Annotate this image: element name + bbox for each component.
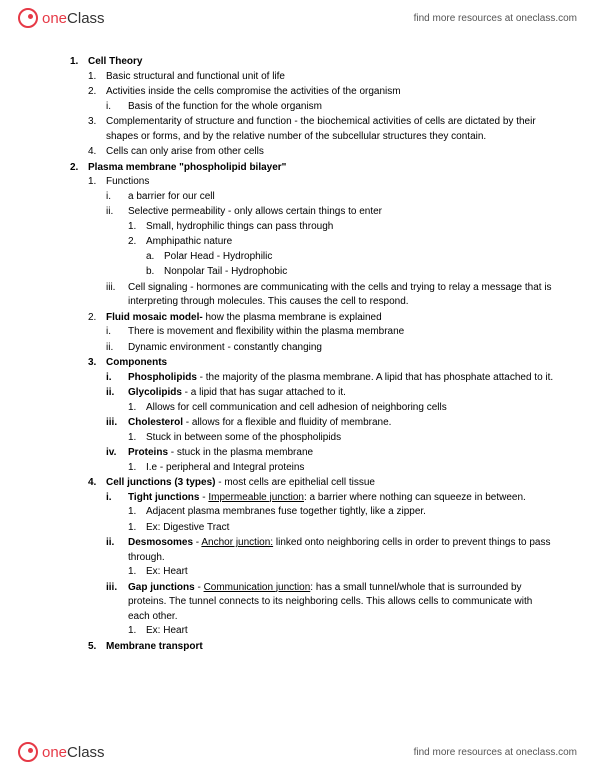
logo-text: oneClass <box>42 10 105 27</box>
logo-text: oneClass <box>42 744 105 761</box>
text: Complementarity of structure and functio… <box>106 116 536 142</box>
section-2-title: Plasma membrane "phospholipid bilayer" <box>88 162 286 173</box>
item: 3.Complementarity of structure and funct… <box>88 115 555 144</box>
text: I.e - peripheral and Integral proteins <box>146 462 304 473</box>
text: Polar Head - Hydrophilic <box>164 251 272 262</box>
text: Selective permeability - only allows cer… <box>128 206 382 217</box>
item: 1.Stuck in between some of the phospholi… <box>128 431 555 446</box>
text: Basic structural and functional unit of … <box>106 71 285 82</box>
section-1-title: Cell Theory <box>88 56 142 67</box>
item: 2.Activities inside the cells compromise… <box>88 85 555 114</box>
text: : a barrier where nothing can squeeze in… <box>304 492 526 503</box>
tagline-bottom: find more resources at oneclass.com <box>414 747 577 758</box>
text: Cell signaling - hormones are communicat… <box>128 282 552 308</box>
bold: Desmosomes <box>128 537 193 548</box>
item: ii.Desmosomes - Anchor junction: linked … <box>106 536 555 580</box>
item: 4.Cell junctions (3 types) - most cells … <box>88 476 555 639</box>
bold: Phospholipids <box>128 372 197 383</box>
item: iii.Cholesterol - allows for a flexible … <box>106 416 555 445</box>
item: 5.Membrane transport <box>88 640 555 655</box>
item: b.Nonpolar Tail - Hydrophobic <box>146 265 555 280</box>
underline: Communication junction <box>204 582 311 593</box>
item: 4.Cells can only arise from other cells <box>88 145 555 160</box>
text: Dynamic environment - constantly changin… <box>128 342 322 353</box>
item: 1.Functions i.a barrier for our cell ii.… <box>88 175 555 310</box>
item: ii.Selective permeability - only allows … <box>106 205 555 280</box>
item: 1.Basic structural and functional unit o… <box>88 70 555 85</box>
item: 2.Amphipathic nature a.Polar Head - Hydr… <box>128 235 555 280</box>
item: ii.Glycolipids - a lipid that has sugar … <box>106 386 555 415</box>
item: ii.Dynamic environment - constantly chan… <box>106 341 555 356</box>
text: - stuck in the plasma membrane <box>168 447 313 458</box>
logo-part1: one <box>42 10 67 27</box>
item: 1.Adjacent plasma membranes fuse togethe… <box>128 505 555 520</box>
bold: Proteins <box>128 447 168 458</box>
item: 1.Ex: Digestive Tract <box>128 521 555 536</box>
logo-icon <box>18 742 38 762</box>
text: Ex: Digestive Tract <box>146 522 229 533</box>
logo-icon <box>18 8 38 28</box>
item: iii.Cell signaling - hormones are commun… <box>106 281 555 310</box>
section-2: 2.Plasma membrane "phospholipid bilayer"… <box>70 161 555 655</box>
text: Allows for cell communication and cell a… <box>146 402 447 413</box>
bold: Cholesterol <box>128 417 183 428</box>
item: i.a barrier for our cell <box>106 190 555 205</box>
logo: oneClass <box>18 8 105 28</box>
section-1: 1.Cell Theory 1.Basic structural and fun… <box>70 55 555 160</box>
underline: Impermeable junction <box>208 492 304 503</box>
bold: Gap junctions <box>128 582 195 593</box>
item: iv.Proteins - stuck in the plasma membra… <box>106 446 555 475</box>
item: a.Polar Head - Hydrophilic <box>146 250 555 265</box>
text: Functions <box>106 176 149 187</box>
logo-part1: one <box>42 744 67 761</box>
underline: Anchor junction: <box>201 537 273 548</box>
item: i.Basis of the function for the whole or… <box>106 100 555 115</box>
text: Amphipathic nature <box>146 236 232 247</box>
item: 1.Allows for cell communication and cell… <box>128 401 555 416</box>
item: 3.Components i.Phospholipids - the major… <box>88 356 555 475</box>
logo-part2: Class <box>67 10 105 27</box>
header: oneClass find more resources at oneclass… <box>0 0 595 36</box>
item: i.Tight junctions - Impermeable junction… <box>106 491 555 536</box>
logo-footer: oneClass <box>18 742 105 762</box>
text: Activities inside the cells compromise t… <box>106 86 401 97</box>
text: Adjacent plasma membranes fuse together … <box>146 506 426 517</box>
text: Ex: Heart <box>146 566 188 577</box>
footer: oneClass find more resources at oneclass… <box>0 734 595 770</box>
bold: Tight junctions <box>128 492 199 503</box>
bold: Glycolipids <box>128 387 182 398</box>
text: Cells can only arise from other cells <box>106 146 264 157</box>
text: Stuck in between some of the phospholipi… <box>146 432 341 443</box>
bold: Components <box>106 357 167 368</box>
document-body: 1.Cell Theory 1.Basic structural and fun… <box>70 55 555 655</box>
logo-part2: Class <box>67 744 105 761</box>
item: i.Phospholipids - the majority of the pl… <box>106 371 555 386</box>
text: There is movement and flexibility within… <box>128 326 404 337</box>
text: Ex: Heart <box>146 625 188 636</box>
bold: Membrane transport <box>106 641 203 652</box>
text: how the plasma membrane is explained <box>205 312 381 323</box>
text: - most cells are epithelial cell tissue <box>215 477 375 488</box>
item: i.There is movement and flexibility with… <box>106 325 555 340</box>
tagline-top: find more resources at oneclass.com <box>414 13 577 24</box>
text: Small, hydrophilic things can pass throu… <box>146 221 333 232</box>
item: iii.Gap junctions - Communication juncti… <box>106 581 555 639</box>
bold: Cell junctions (3 types) <box>106 477 215 488</box>
text: Basis of the function for the whole orga… <box>128 101 322 112</box>
text: Nonpolar Tail - Hydrophobic <box>164 266 287 277</box>
item: 1.Ex: Heart <box>128 565 555 580</box>
item: 1.I.e - peripheral and Integral proteins <box>128 461 555 476</box>
item: 1.Ex: Heart <box>128 624 555 639</box>
text: - the majority of the plasma membrane. A… <box>197 372 553 383</box>
text: - a lipid that has sugar attached to it. <box>182 387 346 398</box>
bold: Fluid mosaic model- <box>106 312 205 323</box>
item: 2.Fluid mosaic model- how the plasma mem… <box>88 311 555 356</box>
text: a barrier for our cell <box>128 191 215 202</box>
item: 1.Small, hydrophilic things can pass thr… <box>128 220 555 235</box>
text: - allows for a flexible and fluidity of … <box>183 417 391 428</box>
